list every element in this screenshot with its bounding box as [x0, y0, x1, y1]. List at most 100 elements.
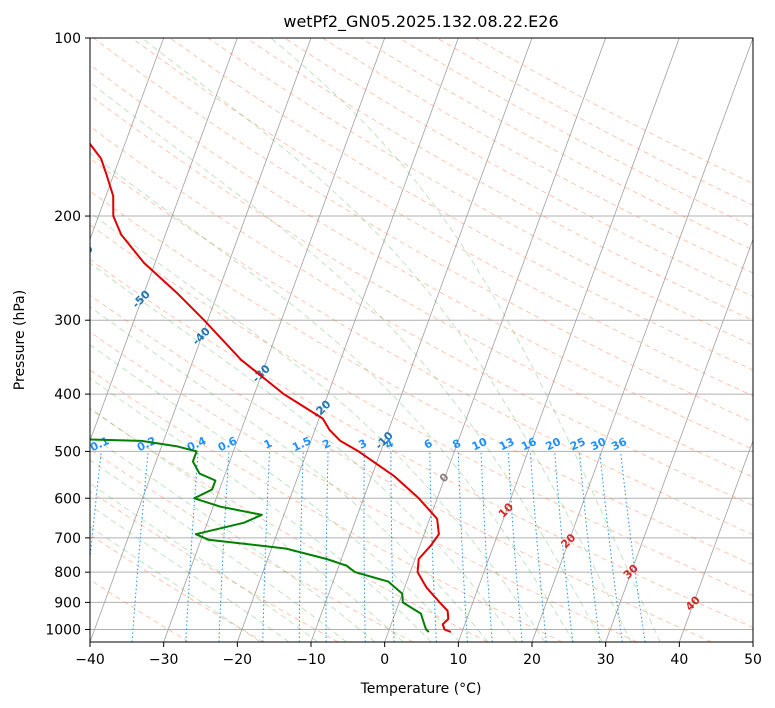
isotherm-line [236, 38, 459, 642]
x-tick-label: −10 [296, 652, 326, 668]
background-grid [90, 38, 753, 642]
dry-adiabat [90, 534, 264, 642]
dry-adiabat [398, 38, 753, 228]
y-tick-label: 1000 [45, 622, 81, 638]
dry-adiabat [90, 369, 563, 642]
isotherm-label: -40 [190, 325, 213, 348]
y-tick-label: 600 [54, 491, 81, 507]
moist-adiabat [90, 212, 546, 642]
mixing-ratio-line [578, 451, 601, 642]
dry-adiabat [284, 38, 753, 297]
mixing-ratio-label: 20 [544, 435, 564, 453]
moist-adiabat [90, 377, 432, 642]
dry-adiabat [322, 38, 753, 274]
dry-adiabat [90, 157, 753, 536]
mixing-ratio-line [390, 451, 395, 642]
mixing-ratio-label: 30 [589, 435, 609, 453]
mixing-ratio-line [480, 451, 493, 642]
moist-adiabat [141, 38, 632, 642]
dry-adiabat [90, 408, 488, 642]
dry-adiabat [169, 38, 753, 371]
isopleth-labels: 0.10.20.40.611.52346810131620253036-100-… [18, 191, 703, 614]
moist-adiabat [90, 459, 347, 642]
mixing-ratio-label: 6 [422, 437, 435, 452]
x-tick-label: 50 [744, 652, 762, 668]
mixing-ratio-line [363, 451, 366, 642]
dry-adiabat [90, 294, 712, 642]
x-tick-label: 0 [380, 652, 389, 668]
y-axis-label: Pressure (hPa) [12, 290, 28, 390]
isotherm-line [752, 640, 753, 642]
isotherm-label: -50 [130, 287, 153, 310]
dry-adiabat [90, 490, 339, 642]
x-tick-label: −30 [149, 652, 179, 668]
x-tick-label: 40 [670, 652, 688, 668]
moist-adiabat [90, 434, 376, 642]
mixing-ratio-label: 10 [470, 435, 490, 453]
isotherm-label: 0 [437, 470, 452, 485]
isotherm-label: 30 [621, 562, 641, 582]
y-tick-label: 500 [54, 444, 81, 460]
dry-adiabat [90, 64, 753, 450]
x-tick-label: 30 [597, 652, 615, 668]
moist-adiabat [90, 81, 603, 642]
y-tick-label: 100 [54, 31, 81, 47]
mixing-ratio-line [620, 451, 646, 642]
x-tick-label: −20 [223, 652, 253, 668]
dry-adiabat [90, 224, 753, 597]
moist-adiabat [90, 407, 404, 642]
x-axis-label: Temperature (°C) [360, 681, 482, 697]
mixing-ratio-line [218, 451, 230, 642]
moist-adiabat [90, 344, 460, 642]
mixing-ratio-line [507, 451, 523, 642]
moist-adiabat [90, 152, 574, 642]
dry-adiabat [436, 38, 753, 206]
y-tick-label: 700 [54, 531, 81, 547]
mixing-ratio-line [554, 451, 574, 642]
isotherm-label: 40 [683, 593, 703, 613]
mixing-ratio-label: 36 [609, 435, 629, 453]
mixing-ratio-line [298, 451, 304, 642]
dry-adiabat [90, 125, 753, 506]
isotherm-line [90, 38, 312, 642]
y-tick-label: 300 [54, 313, 81, 329]
mixing-ratio-line [185, 451, 199, 642]
dry-adiabat [90, 579, 190, 642]
mixing-ratio-label: 25 [568, 435, 587, 453]
dry-adiabat [90, 449, 414, 642]
x-tick-label: 20 [523, 652, 541, 668]
dry-adiabat [90, 190, 753, 566]
y-tick-label: 800 [54, 565, 81, 581]
mixing-ratio-label: 13 [497, 435, 516, 453]
dry-adiabat [245, 38, 753, 321]
mixing-ratio-label: 1 [262, 437, 274, 452]
moist-adiabat [270, 38, 661, 642]
moist-adiabat [90, 262, 517, 642]
moist-adiabat [90, 504, 290, 642]
isotherm-line [457, 38, 680, 642]
moist-adiabat [90, 306, 489, 642]
isotherm-line [605, 238, 753, 642]
isotherm-line [90, 38, 238, 442]
mixing-ratio-label: 16 [519, 435, 539, 453]
temperature-profile [90, 142, 452, 633]
plot-frame [89, 37, 754, 643]
moist-adiabat [90, 482, 319, 642]
isotherm-line [384, 38, 607, 642]
isotherm-label: -60 [73, 242, 96, 265]
y-tick-label: 200 [54, 209, 81, 225]
isotherm-line [163, 38, 386, 642]
isotherm-label: -70 [18, 191, 41, 214]
x-tick-label: −40 [75, 652, 105, 668]
sounding-profiles [90, 142, 452, 633]
mixing-ratio-line [599, 451, 623, 642]
axes: −40 −30 −20 −10 0 10 20 30 40 5010020030040050060… [45, 31, 762, 668]
dry-adiabat [90, 94, 753, 478]
mixing-ratio-label: 3 [357, 437, 369, 452]
dry-adiabat [207, 38, 753, 346]
x-tick-label: 10 [449, 652, 467, 668]
isotherm-line [90, 38, 165, 241]
chart-title: wetPf2_GN05.2025.132.08.22.E26 [283, 12, 558, 32]
dry-adiabat [93, 38, 753, 423]
